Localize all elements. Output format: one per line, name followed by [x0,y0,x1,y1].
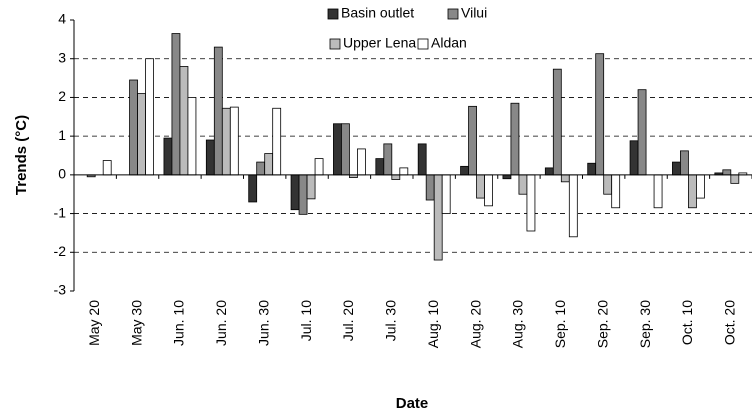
bar [229,106,239,176]
x-tick-label: Aug. 30 [510,300,526,348]
bar [441,174,451,214]
x-tick-label: Oct. 10 [679,300,695,345]
y-tick-label: 0 [58,166,66,182]
legend-label: Aldan [431,35,467,51]
x-tick-label: Aug. 10 [425,300,441,348]
bar [502,174,512,180]
bar [526,174,536,232]
bar [672,161,681,176]
bar [171,33,181,176]
bar [137,93,146,176]
x-tick-label: Sep. 30 [637,300,653,348]
bar [306,174,316,200]
bar [587,162,597,176]
y-tick-label: 4 [58,11,66,27]
y-tick-label: -3 [54,282,67,298]
bar [163,137,173,176]
legend-label: Upper Lena [343,35,416,51]
x-tick-label: May 20 [86,300,102,346]
bar [653,174,663,209]
x-tick-label: Jul. 20 [340,300,356,341]
y-axis-title: Trends (°C) [13,115,30,195]
bar [357,148,366,176]
bar [696,174,705,199]
x-axis-title: Date [396,395,429,412]
bar [468,105,477,176]
y-tick-label: -1 [54,204,67,220]
bar [433,174,443,261]
x-tick-label: Sep. 20 [594,300,610,348]
bar [205,139,215,176]
legend-swatch [417,38,429,50]
bar [730,174,740,184]
bar [460,165,469,176]
bar [383,143,393,176]
bar [688,174,697,209]
x-tick-label: Jul. 10 [298,300,314,341]
x-tick-label: Sep. 10 [552,300,568,348]
bar [248,174,258,203]
bar [272,107,282,176]
bar [603,174,613,195]
bar [391,174,401,180]
bar [221,107,231,176]
bar [722,169,732,176]
bar [187,97,197,176]
x-tick-label: Jun. 20 [213,300,229,346]
bar [568,174,578,238]
bar [333,123,342,176]
x-tick-label: Oct. 20 [722,300,738,345]
bar [510,102,520,176]
legend-label: Basin outlet [341,5,414,21]
bar [629,140,639,176]
bar [145,58,154,176]
bar [298,174,308,215]
y-tick-label: 2 [58,88,66,104]
bar [290,174,300,211]
bar [399,167,409,176]
bar [213,46,223,176]
bar [102,160,112,176]
bar [256,161,266,176]
legend-swatch [447,8,459,20]
bar [518,174,528,195]
legend-swatch [329,38,341,50]
bar [417,143,427,176]
x-tick-label: Jun. 10 [171,300,187,346]
x-tick-label: Aug. 20 [467,300,483,348]
bar [314,158,324,176]
bar [484,174,493,207]
legend-label: Vilui [461,5,487,21]
bar [476,174,485,199]
bar [544,167,554,176]
bar [680,150,689,176]
y-tick-label: 3 [58,49,66,65]
bar [179,66,189,176]
bar [595,53,605,176]
y-tick-label: -2 [54,243,67,259]
x-tick-label: May 30 [128,300,144,346]
bar [425,174,435,201]
bar [341,123,350,176]
x-tick-label: Jun. 30 [255,300,271,346]
bar [264,153,274,176]
bar [560,174,570,183]
bar [129,79,138,176]
bar [552,68,562,176]
bar [637,89,647,176]
bar [611,174,621,209]
bar [375,158,385,176]
y-tick-label: 1 [58,127,66,143]
x-tick-label: Jul. 30 [383,300,399,341]
legend-swatch [327,8,339,20]
